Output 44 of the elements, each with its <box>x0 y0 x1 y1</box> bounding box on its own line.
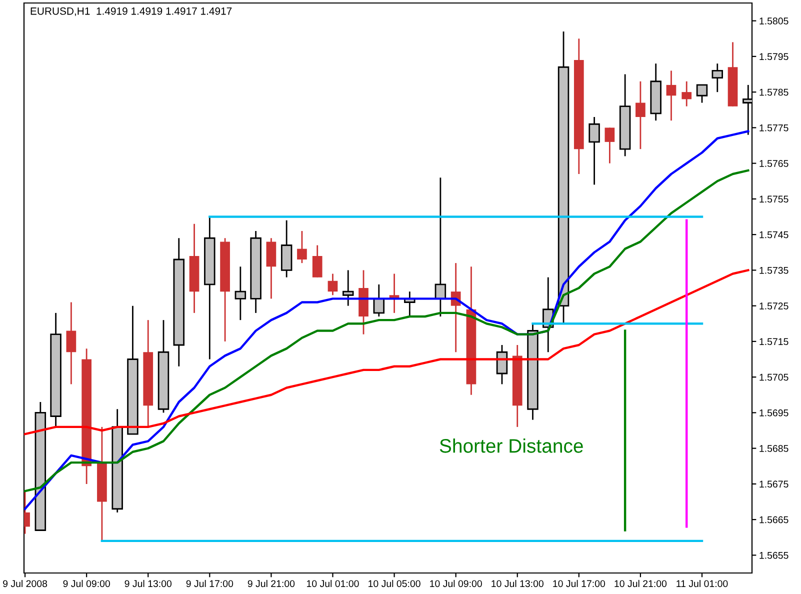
x-tick-label: 10 Jul 13:00 <box>492 580 544 588</box>
x-tick-label: 9 Jul 21:00 <box>248 580 295 588</box>
y-tick-label: 1.5785 <box>760 88 788 96</box>
candlestick <box>604 126 615 164</box>
y-tick-label: 1.5665 <box>760 516 788 524</box>
x-tick-label: 11 Jul 01:00 <box>676 580 728 588</box>
y-tick-label: 1.5685 <box>760 445 788 452</box>
y-tick-label: 1.5805 <box>760 18 788 24</box>
candlestick <box>312 244 322 278</box>
y-tick-label: 1.5695 <box>760 409 788 416</box>
candlestick <box>712 62 723 93</box>
x-tick-label: 9 Jul 09:00 <box>63 580 110 588</box>
y-tick-label: 1.5755 <box>760 196 788 203</box>
y-tick-label: 1.5655 <box>760 552 788 559</box>
y-tick-label: 1.5745 <box>760 231 788 238</box>
candlestick <box>666 70 676 122</box>
y-tick-label: 1.5765 <box>760 160 788 167</box>
candlestick <box>588 116 600 186</box>
y-tick-label: 1.5705 <box>760 374 788 381</box>
x-tick-label: 10 Jul 21:00 <box>614 580 667 588</box>
x-tick-label: 9 Jul 2008 <box>3 580 48 588</box>
y-tick-label: 1.5675 <box>760 480 788 488</box>
y-tick-label: 1.5735 <box>760 266 788 274</box>
x-tick-label: 10 Jul 09:00 <box>430 580 482 588</box>
x-tick-label: 10 Jul 05:00 <box>368 580 420 588</box>
candlestick <box>234 266 246 321</box>
candlestick <box>682 80 692 108</box>
candlestick <box>636 80 646 150</box>
candlestick <box>342 269 354 307</box>
x-tick-label: 10 Jul 01:00 <box>306 580 359 588</box>
candlestick <box>696 84 708 104</box>
candlestick <box>297 230 307 264</box>
x-tick-label: 9 Jul 13:00 <box>124 580 172 588</box>
candlestick <box>328 273 338 296</box>
x-tick-label: 10 Jul 17:00 <box>553 580 606 588</box>
y-tick-label: 1.5795 <box>760 53 788 60</box>
candlestick <box>66 302 76 385</box>
line-series <box>24 269 750 436</box>
y-tick-label: 1.5775 <box>760 124 788 132</box>
chart-title: EURUSD,H1 1.4919 1.4919 1.4917 1.4917 <box>30 7 232 16</box>
annotation: Shorter Distance <box>440 438 583 453</box>
y-tick-label: 1.5725 <box>760 302 788 310</box>
x-tick-label: 9 Jul 17:00 <box>186 580 234 588</box>
y-tick-label: 1.5715 <box>760 338 788 346</box>
